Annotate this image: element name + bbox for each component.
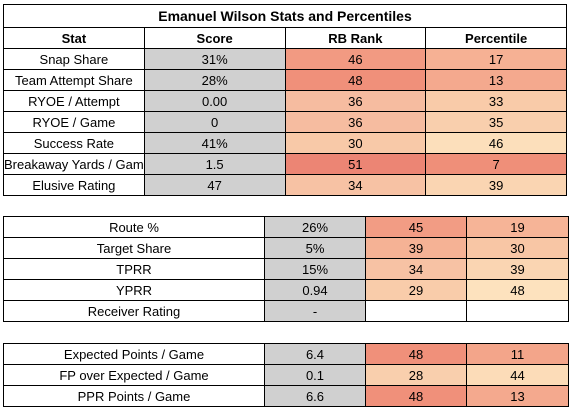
percentile-cell: 33 — [425, 90, 567, 112]
score-cell: 0.94 — [264, 279, 366, 301]
stats-table-main: Emanuel Wilson Stats and Percentiles Sta… — [3, 4, 567, 196]
rank-cell: 48 — [365, 385, 467, 407]
table-title: Emanuel Wilson Stats and Percentiles — [3, 4, 567, 28]
stat-cell: YPRR — [3, 279, 265, 301]
score-cell: 0.00 — [143, 90, 286, 112]
score-cell: 26% — [264, 216, 366, 238]
percentile-cell: 46 — [425, 132, 567, 154]
stat-cell: Snap Share — [3, 48, 145, 70]
rank-cell: 36 — [284, 90, 427, 112]
stat-cell: PPR Points / Game — [3, 385, 265, 407]
header-stat: Stat — [3, 27, 145, 49]
percentile-cell: 44 — [466, 364, 569, 386]
rank-cell: 28 — [365, 364, 467, 386]
score-cell: 15% — [264, 258, 366, 280]
rank-cell: 36 — [284, 111, 427, 133]
table-row: FP over Expected / Game 0.1 28 44 — [3, 364, 569, 386]
stat-cell: RYOE / Attempt — [3, 90, 145, 112]
percentile-cell: 39 — [425, 174, 567, 196]
table-row: Elusive Rating 47 34 39 — [3, 174, 567, 196]
rank-cell: 51 — [284, 153, 427, 175]
table-row: Success Rate 41% 30 46 — [3, 132, 567, 154]
score-cell: 6.4 — [264, 343, 366, 365]
score-cell: 0 — [143, 111, 286, 133]
table-row: PPR Points / Game 6.6 48 13 — [3, 385, 569, 407]
rank-cell: 30 — [284, 132, 427, 154]
stat-cell: TPRR — [3, 258, 265, 280]
percentile-cell: 13 — [425, 69, 567, 91]
score-cell: 5% — [264, 237, 366, 259]
stat-cell: Breakaway Yards / Game — [3, 153, 145, 175]
percentile-cell — [466, 300, 569, 322]
header-row: Stat Score RB Rank Percentile — [3, 27, 567, 49]
score-cell: 0.1 — [264, 364, 366, 386]
stats-table-receiving: Route % 26% 45 19 Target Share 5% 39 30 TPRR 15% 3… — [3, 216, 569, 322]
rank-cell: 48 — [284, 69, 427, 91]
table-row: Target Share 5% 39 30 — [3, 237, 569, 259]
rank-cell: 48 — [365, 343, 467, 365]
score-cell: - — [264, 300, 366, 322]
score-cell: 47 — [143, 174, 286, 196]
rank-cell: 34 — [365, 258, 467, 280]
percentile-cell: 19 — [466, 216, 569, 238]
percentile-cell: 48 — [466, 279, 569, 301]
stat-cell: Team Attempt Share — [3, 69, 145, 91]
table-row: YPRR 0.94 29 48 — [3, 279, 569, 301]
rank-cell: 45 — [365, 216, 467, 238]
percentile-cell: 7 — [425, 153, 567, 175]
rank-cell: 34 — [284, 174, 427, 196]
header-percentile: Percentile — [425, 27, 567, 49]
percentile-cell: 39 — [466, 258, 569, 280]
score-cell: 6.6 — [264, 385, 366, 407]
table-row: Route % 26% 45 19 — [3, 216, 569, 238]
score-cell: 41% — [143, 132, 286, 154]
header-score: Score — [143, 27, 286, 49]
stat-cell: Target Share — [3, 237, 265, 259]
stat-cell: Success Rate — [3, 132, 145, 154]
table-row: Receiver Rating - — [3, 300, 569, 322]
table-row: Expected Points / Game 6.4 48 11 — [3, 343, 569, 365]
rank-cell — [365, 300, 467, 322]
percentile-cell: 17 — [425, 48, 567, 70]
header-rank: RB Rank — [284, 27, 427, 49]
percentile-cell: 35 — [425, 111, 567, 133]
rank-cell: 29 — [365, 279, 467, 301]
stat-cell: FP over Expected / Game — [3, 364, 265, 386]
title-row: Emanuel Wilson Stats and Percentiles — [3, 4, 567, 28]
score-cell: 1.5 — [143, 153, 286, 175]
score-cell: 28% — [143, 69, 286, 91]
table-row: Breakaway Yards / Game 1.5 51 7 — [3, 153, 567, 175]
table-row: Snap Share 31% 46 17 — [3, 48, 567, 70]
stats-table-points: Expected Points / Game 6.4 48 11 FP over Exp… — [3, 343, 569, 407]
stat-cell: Elusive Rating — [3, 174, 145, 196]
table-row: TPRR 15% 34 39 — [3, 258, 569, 280]
rank-cell: 39 — [365, 237, 467, 259]
percentile-cell: 11 — [466, 343, 569, 365]
percentile-cell: 13 — [466, 385, 569, 407]
table-row: RYOE / Game 0 36 35 — [3, 111, 567, 133]
stat-cell: Expected Points / Game — [3, 343, 265, 365]
table-row: RYOE / Attempt 0.00 36 33 — [3, 90, 567, 112]
percentile-cell: 30 — [466, 237, 569, 259]
stat-cell: RYOE / Game — [3, 111, 145, 133]
rank-cell: 46 — [284, 48, 427, 70]
table-row: Team Attempt Share 28% 48 13 — [3, 69, 567, 91]
stat-cell: Route % — [3, 216, 265, 238]
score-cell: 31% — [143, 48, 286, 70]
stat-cell: Receiver Rating — [3, 300, 265, 322]
